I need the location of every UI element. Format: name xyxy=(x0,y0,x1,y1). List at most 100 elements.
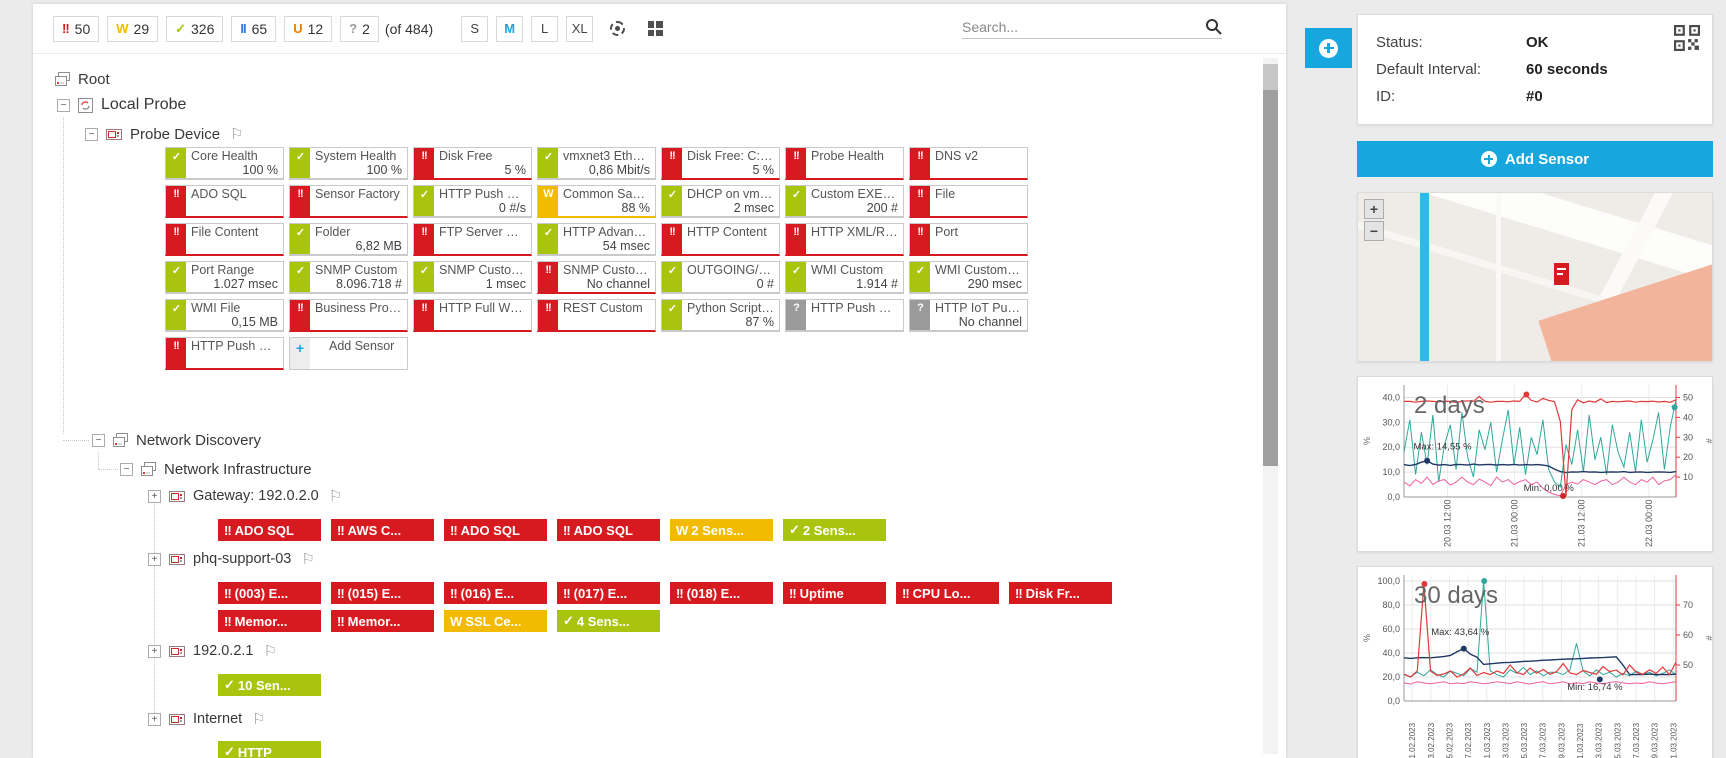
mini-sensor-tile[interactable]: !! ADO SQL xyxy=(218,519,321,541)
size-button-m[interactable]: M xyxy=(496,15,524,42)
expand-toggle[interactable]: + xyxy=(148,552,161,566)
tree-node-192-0-2-1[interactable]: + 192.0.2.1 ⚐ xyxy=(148,639,277,663)
flag-icon[interactable]: ⚐ xyxy=(263,643,277,660)
sensor-tile[interactable]: ✓ DHCP on vmxn... 2 msec xyxy=(661,185,780,218)
mini-sensor-tile[interactable]: !! ADO SQL xyxy=(557,519,660,541)
sensor-tile[interactable]: !! SNMP Custom... No channel xyxy=(537,261,656,294)
sensor-tile[interactable]: ✓ Folder 6,82 MB xyxy=(289,223,408,256)
mini-sensor-tile[interactable]: !! ADO SQL xyxy=(444,519,547,541)
tree-node-gateway[interactable]: + Gateway: 192.0.2.0 ⚐ xyxy=(148,484,342,508)
sensor-tile[interactable]: !! File Content xyxy=(165,223,284,256)
collapse-toggle[interactable]: − xyxy=(85,127,98,141)
mini-sensor-tile[interactable]: ✓ 4 Sens... xyxy=(557,610,660,632)
sensor-tile[interactable]: !! Sensor Factory xyxy=(289,185,408,218)
flag-icon[interactable]: ⚐ xyxy=(230,126,244,143)
sensor-tile[interactable]: !! HTTP Content xyxy=(661,223,780,256)
tree-node-local-probe[interactable]: − Local Probe xyxy=(57,93,186,117)
sensor-tile[interactable]: ✓ Port Range 1.027 msec xyxy=(165,261,284,294)
flag-icon[interactable]: ⚐ xyxy=(301,551,315,568)
sensor-tile[interactable]: ✓ HTTP Push Co... 0 #/s xyxy=(413,185,532,218)
map-zoom-out-button[interactable]: − xyxy=(1364,221,1384,241)
sensor-tile[interactable]: !! REST Custom xyxy=(537,299,656,332)
sensor-tile[interactable]: ✓ System Health 100 % xyxy=(289,147,408,180)
collapse-toggle[interactable]: − xyxy=(92,433,105,447)
size-button-s[interactable]: S xyxy=(461,15,489,42)
sensor-tile[interactable]: !! Probe Health xyxy=(785,147,904,180)
mini-sensor-tile[interactable]: !! CPU Lo... xyxy=(896,582,999,604)
sensor-tile[interactable]: ✓ Python Script ... 87 % xyxy=(661,299,780,332)
expand-toggle[interactable]: + xyxy=(148,644,161,658)
vertical-scrollbar[interactable] xyxy=(1263,58,1278,754)
mini-sensor-tile[interactable]: !! (015) E... xyxy=(331,582,434,604)
sensor-tile[interactable]: ✓ WMI Custom S... 290 msec xyxy=(909,261,1028,294)
sensor-tile[interactable]: !! HTTP Full Web... xyxy=(413,299,532,332)
sensor-tile[interactable]: !! FTP Server File... xyxy=(413,223,532,256)
mini-sensor-tile[interactable]: !! AWS C... xyxy=(331,519,434,541)
sensor-tile[interactable]: ✓ OUTGOING/All... 0 # xyxy=(661,261,780,294)
status-chip-unknown[interactable]: ? 2 xyxy=(340,15,379,42)
geo-map[interactable]: + − xyxy=(1357,192,1713,362)
mini-sensor-tile[interactable]: !! Uptime xyxy=(783,582,886,604)
sensor-tile[interactable]: ✓ SNMP Custom 8.096.718 # xyxy=(289,261,408,294)
sensor-tile[interactable]: ✓ HTTP Advanced 54 msec xyxy=(537,223,656,256)
sensor-tile[interactable]: !! HTTP Push Data xyxy=(165,337,284,370)
graph-30-days[interactable]: 0,0 20,0 40,0 60,0 80,0 100,0 50 60 70 Max: 43,64… xyxy=(1357,566,1713,758)
settings-gear-button[interactable] xyxy=(603,16,631,42)
mini-sensor-tile[interactable]: !! (016) E... xyxy=(444,582,547,604)
collapse-toggle[interactable]: − xyxy=(120,462,133,476)
tree-node-probe-device[interactable]: − Probe Device ⚐ xyxy=(85,122,244,146)
sensor-tile[interactable]: !! Business Proc... xyxy=(289,299,408,332)
tree-node-internet[interactable]: + Internet ⚐ xyxy=(148,707,266,731)
map-zoom-in-button[interactable]: + xyxy=(1364,199,1384,219)
flag-icon[interactable]: ⚐ xyxy=(328,488,343,505)
expand-toggle[interactable]: + xyxy=(148,712,161,726)
size-button-xl[interactable]: XL xyxy=(566,15,594,42)
mini-sensor-tile[interactable]: W SSL Ce... xyxy=(444,610,547,632)
sensor-tile[interactable]: !! Disk Free: C:\ L...5 % xyxy=(661,147,780,180)
add-sensor-button[interactable]: Add Sensor xyxy=(1357,141,1713,177)
mini-sensor-tile[interactable]: !! (003) E... xyxy=(218,582,321,604)
graph-2-days[interactable]: 0,0 10,0 20,0 30,0 40,0 10 20 30 40 50 Max: 14,55 … xyxy=(1357,376,1713,552)
expand-toggle[interactable]: + xyxy=(148,489,161,503)
sensor-tile[interactable]: ✓ SNMP Custom... 1 msec xyxy=(413,261,532,294)
sensor-tile[interactable]: ✓ WMI Custom 1.914 # xyxy=(785,261,904,294)
status-chip-unusual[interactable]: U 12 xyxy=(284,15,333,42)
mini-sensor-tile[interactable]: !! (017) E... xyxy=(557,582,660,604)
add-button[interactable] xyxy=(1305,28,1352,68)
mini-sensor-tile[interactable]: ✓ 10 Sen... xyxy=(218,674,321,696)
add-sensor-tile[interactable]: + Add Sensor xyxy=(289,337,408,370)
tree-node-network-discovery[interactable]: − Network Discovery xyxy=(92,428,261,452)
mini-sensor-tile[interactable]: !! Memor... xyxy=(331,610,434,632)
mini-sensor-tile[interactable]: ✓ 2 Sens... xyxy=(783,519,886,541)
mini-sensor-tile[interactable]: ✓ HTTP xyxy=(218,741,321,758)
status-chip-ok[interactable]: ✓ 326 xyxy=(166,15,224,42)
sensor-tile[interactable]: ✓ vmxnet3 Ether... 0,86 Mbit/s xyxy=(537,147,656,180)
tree-node-root[interactable]: Root xyxy=(55,67,110,91)
mini-sensor-tile[interactable]: !! (018) E... xyxy=(670,582,773,604)
sensor-tile[interactable]: !! Port xyxy=(909,223,1028,256)
sensor-tile[interactable]: !! HTTP XML/RE... xyxy=(785,223,904,256)
size-button-l[interactable]: L xyxy=(531,15,559,42)
sensor-tile[interactable]: ✓ Custom EXE/S... 200 # xyxy=(785,185,904,218)
scrollbar-thumb[interactable] xyxy=(1263,64,1278,466)
sensor-tile[interactable]: !! DNS v2 xyxy=(909,147,1028,180)
collapse-toggle[interactable]: − xyxy=(57,98,70,112)
search-input[interactable] xyxy=(962,18,1205,35)
sensor-tile[interactable]: ? HTTP Push Data xyxy=(785,299,904,332)
sensor-tile[interactable]: !! Disk Free 5 % xyxy=(413,147,532,180)
sensor-tile[interactable]: !! File xyxy=(909,185,1028,218)
mini-sensor-tile[interactable]: !! Memor... xyxy=(218,610,321,632)
sensor-tile[interactable]: !! ADO SQL xyxy=(165,185,284,218)
view-grid-button[interactable] xyxy=(641,16,669,42)
status-chip-paused[interactable]: II 65 xyxy=(231,15,277,42)
sensor-tile[interactable]: ✓ WMI File 0,15 MB xyxy=(165,299,284,332)
qr-code-icon[interactable] xyxy=(1674,25,1700,51)
status-chip-warning[interactable]: W 29 xyxy=(107,15,159,42)
status-chip-error[interactable]: !! 50 xyxy=(53,15,100,42)
sensor-tile[interactable]: ✓ Core Health 100 % xyxy=(165,147,284,180)
sensor-tile[interactable]: W Common SaaS... 88 % xyxy=(537,185,656,218)
flag-icon[interactable]: ⚐ xyxy=(252,711,266,728)
tree-node-phq-support-03[interactable]: + phq-support-03 ⚐ xyxy=(148,547,315,571)
mini-sensor-tile[interactable]: !! Disk Fr... xyxy=(1009,582,1112,604)
